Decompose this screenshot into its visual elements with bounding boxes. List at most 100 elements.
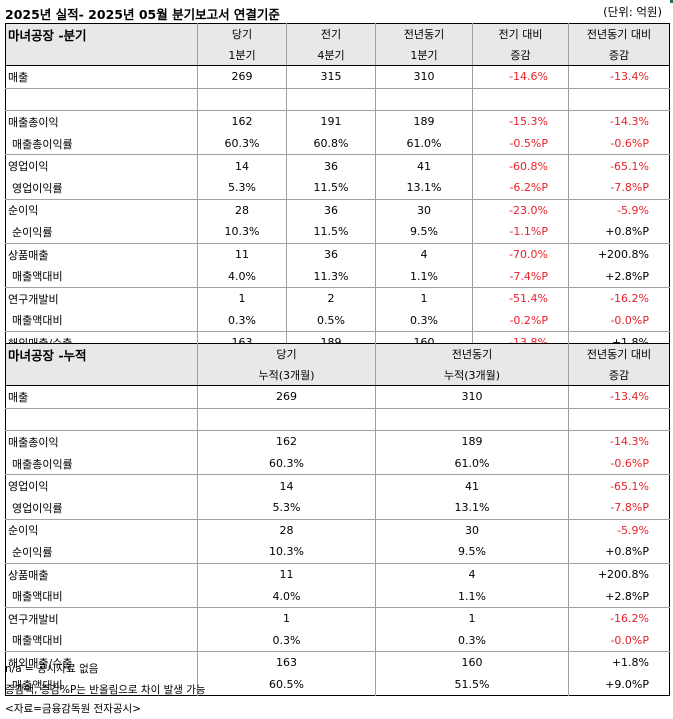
table-row: 매출액대비 4.0% 1.1% +2.8%P <box>6 585 670 608</box>
value-cell: 269 <box>197 65 287 89</box>
value-cell: 60.3% <box>197 452 376 475</box>
value-cell: 0.3% <box>197 629 376 652</box>
value-cell: 60.8% <box>286 132 376 155</box>
value-cell: 1 <box>375 606 569 630</box>
report-title: 2025년 실적- 2025년 05월 분기보고서 연결기준 <box>5 7 280 22</box>
row-label: 영업이익률 <box>12 501 63 515</box>
row-label: 매출액대비 <box>12 314 63 328</box>
value-cell: 189 <box>375 430 569 453</box>
value-cell: 41 <box>375 474 569 497</box>
value-cell: 14 <box>197 474 376 497</box>
row-label: 순이익률 <box>12 225 53 239</box>
column-header-top: 전기 <box>286 23 376 45</box>
table-row: 매출액대비 4.0% 11.3% 1.1% -7.4%P +2.8%P <box>6 265 670 288</box>
change-vs-prev-year: -16.2% <box>568 286 670 310</box>
change-vs-prev-year: -65.1% <box>568 474 670 497</box>
row-label: 매출액대비 <box>12 590 63 604</box>
value-cell: 11 <box>197 242 287 266</box>
change-vs-prev-quarter: -0.2%P <box>472 309 569 332</box>
row-label: 순이익 <box>5 198 198 222</box>
value-cell: 269 <box>197 385 376 409</box>
row-label: 매출액대비 <box>12 678 63 692</box>
value-cell: 2 <box>286 286 376 310</box>
value-cell: 36 <box>286 242 376 266</box>
value-cell: 0.3% <box>375 629 569 652</box>
value-cell: 60.5% <box>197 673 376 696</box>
value-cell: 28 <box>197 198 287 222</box>
value-cell: 1.1% <box>375 265 473 288</box>
value-cell: 36 <box>286 198 376 222</box>
row-label <box>5 87 198 111</box>
change-vs-prev-year: -0.6%P <box>568 132 670 155</box>
change-vs-prev-year: +9.0%P <box>568 673 670 696</box>
value-cell <box>286 87 376 111</box>
table-row: 영업이익률 5.3% 13.1% -7.8%P <box>6 496 670 520</box>
column-header-bottom: 4분기 <box>286 44 376 66</box>
value-cell: 191 <box>286 110 376 133</box>
change-vs-prev-year: -0.0%P <box>568 629 670 652</box>
table-row: 매출총이익률 60.3% 60.8% 61.0% -0.5%P -0.6%P <box>6 132 670 155</box>
change-vs-prev-year <box>568 407 670 431</box>
value-cell <box>197 407 376 431</box>
note-rounding: 증감액, 증감%P는 반올림으로 차이 발생 가능 <box>5 684 206 696</box>
value-cell: 4 <box>375 242 473 266</box>
value-cell: 1 <box>375 286 473 310</box>
quarterly-section-label: 마녀공장 -분기 <box>5 23 198 45</box>
change-vs-prev-year: -5.9% <box>568 518 670 542</box>
column-header-bottom: 누적(3개월) <box>197 364 376 386</box>
change-vs-prev-quarter: -23.0% <box>472 198 569 222</box>
table-row <box>5 87 670 111</box>
change-vs-prev-year: +0.8%P <box>568 541 670 564</box>
value-cell: 160 <box>375 651 569 674</box>
column-header-top: 전년동기 <box>375 343 569 365</box>
table-row: 영업이익 14 36 41 -60.8% -65.1% <box>5 154 670 177</box>
value-cell: 30 <box>375 198 473 222</box>
row-label: 영업이익률 <box>12 181 63 195</box>
change-vs-prev-year: -0.0%P <box>568 309 670 332</box>
row-label: 연구개발비 <box>5 286 198 310</box>
value-cell: 28 <box>197 518 376 542</box>
value-cell: 0.3% <box>197 309 287 332</box>
change-vs-prev-quarter: -1.1%P <box>472 221 569 244</box>
value-cell: 310 <box>375 385 569 409</box>
value-cell: 11 <box>197 562 376 586</box>
value-cell: 10.3% <box>197 221 287 244</box>
column-header-top: 전년동기 대비 <box>568 23 670 45</box>
value-cell: 1 <box>197 606 376 630</box>
change-vs-prev-quarter: -7.4%P <box>472 265 569 288</box>
change-vs-prev-year: -65.1% <box>568 154 670 177</box>
change-vs-prev-year: -7.8%P <box>568 496 670 520</box>
table-row: 매출액대비 0.3% 0.5% 0.3% -0.2%P -0.0%P <box>6 309 670 332</box>
table-row: 매출 269 315 310 -14.6% -13.4% <box>6 65 670 89</box>
column-header-bottom: 증감 <box>472 44 569 66</box>
value-cell: 4.0% <box>197 585 376 608</box>
table-row: 연구개발비 1 1 -16.2% <box>5 606 670 630</box>
row-label: 상품매출 <box>5 562 198 586</box>
change-vs-prev-year: -14.3% <box>568 110 670 133</box>
value-cell: 162 <box>197 430 376 453</box>
value-cell <box>375 87 473 111</box>
change-vs-prev-quarter: -70.0% <box>472 242 569 266</box>
table-row: 상품매출 11 36 4 -70.0% +200.8% <box>5 242 670 266</box>
row-label: 매출총이익 <box>5 110 198 133</box>
cumulative-section-label: 마녀공장 -누적 <box>5 343 198 365</box>
change-vs-prev-year: -13.4% <box>568 65 670 89</box>
column-header-top: 당기 <box>197 23 287 45</box>
table-row: 순이익률 10.3% 11.5% 9.5% -1.1%P +0.8%P <box>6 221 670 244</box>
row-label: 매출액대비 <box>12 634 63 648</box>
table-row: 순이익 28 30 -5.9% <box>5 518 670 542</box>
value-cell: 5.3% <box>197 496 376 520</box>
value-cell: 61.0% <box>375 132 473 155</box>
value-cell: 11.3% <box>286 265 376 288</box>
table-row: 매출총이익 162 189 -14.3% <box>5 430 670 453</box>
row-label: 매출액대비 <box>12 270 63 284</box>
value-cell: 36 <box>286 154 376 177</box>
change-vs-prev-year: -5.9% <box>568 198 670 222</box>
value-cell: 51.5% <box>375 673 569 696</box>
table-row: 매출총이익 162 191 189 -15.3% -14.3% <box>5 110 670 133</box>
cumulative-header-top: 마녀공장 -누적 당기 전년동기 전년동기 대비 <box>5 343 670 365</box>
change-vs-prev-year: +1.8% <box>568 651 670 674</box>
row-label: 매출총이익 <box>5 430 198 453</box>
change-vs-prev-year: +200.8% <box>568 242 670 266</box>
table-row: 영업이익률 5.3% 11.5% 13.1% -6.2%P -7.8%P <box>6 176 670 200</box>
